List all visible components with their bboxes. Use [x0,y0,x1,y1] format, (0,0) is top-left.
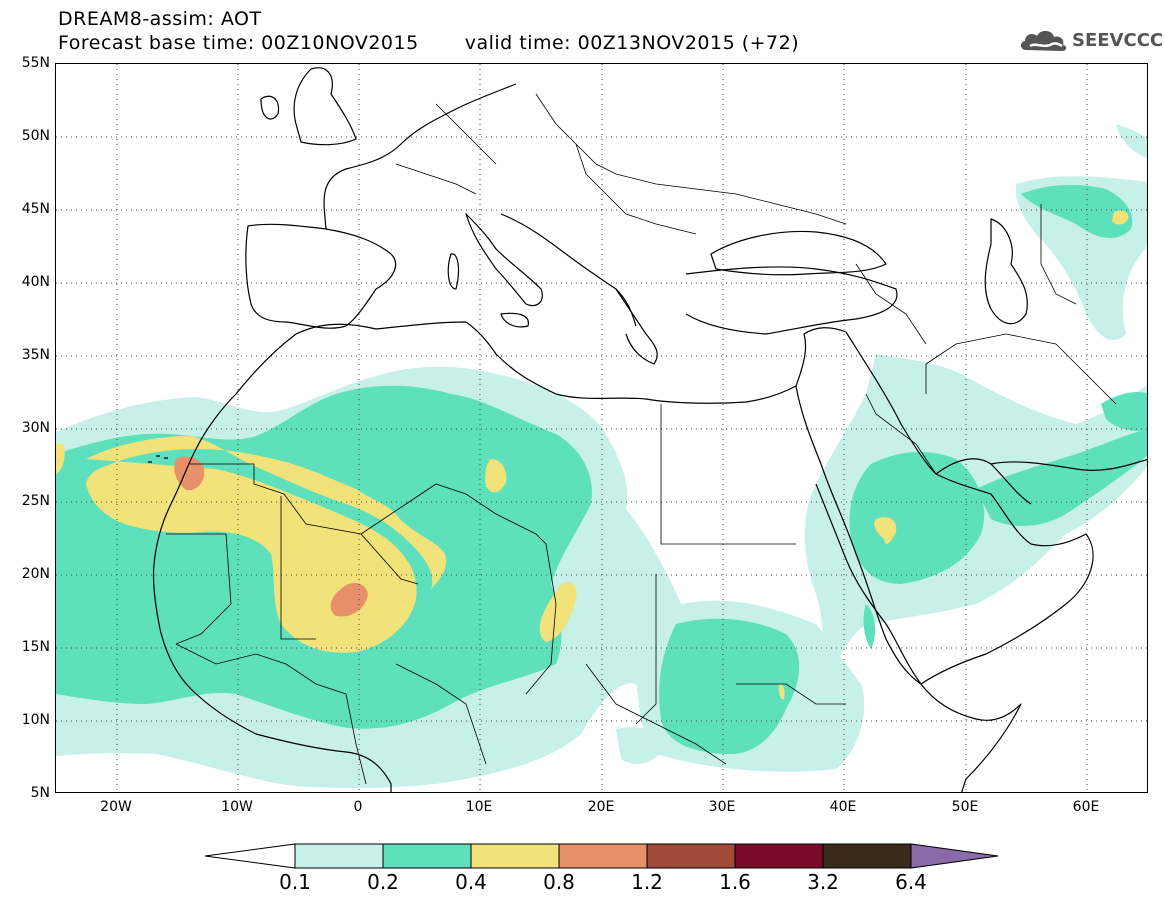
aot-level-0-8 [174,456,368,617]
lat-label-10n: 10N [21,712,50,728]
colorbar-seg-6 [734,843,824,869]
lon-label-20e: 20E [587,799,615,815]
lat-label-40n: 40N [21,274,50,290]
map-area [55,63,1148,793]
lat-label-25n: 25N [21,493,50,509]
lon-label-30e: 30E [708,799,736,815]
aot-colorbar [205,843,999,869]
colorbar-label-0-4: 0.4 [455,870,487,894]
colorbar-label-0-8: 0.8 [543,870,575,894]
logo-text: SEEVCCC [1072,30,1164,51]
cloud-logo-icon [1020,30,1067,51]
lat-label-30n: 30N [21,420,50,436]
colorbar-label-1-6: 1.6 [719,870,751,894]
map-canvas [56,64,1147,792]
lon-label-60e: 60E [1072,799,1100,815]
lon-label-50e: 50E [951,799,979,815]
lon-label-10w: 10W [221,799,253,815]
lat-label-55n: 55N [21,55,50,71]
lon-label-0: 0 [353,799,363,815]
forecast-base-time: Forecast base time: 00Z10NOV2015 [58,32,419,54]
colorbar-seg-1 [294,843,384,869]
lon-label-10e: 10E [465,799,493,815]
aot-level-0-4 [56,210,1129,700]
colorbar-seg-3 [470,843,560,869]
valid-time: valid time: 00Z13NOV2015 (+72) [464,32,800,54]
lat-label-50n: 50N [21,128,50,144]
colorbar-low-arrow [205,843,296,869]
aot-shading [56,124,1147,789]
lon-label-40e: 40E [829,799,857,815]
colorbar-label-0-2: 0.2 [367,870,399,894]
map-title: DREAM8-assim: AOT [58,8,262,30]
lat-label-35n: 35N [21,347,50,363]
lat-label-5n: 5N [30,785,50,801]
country-borders [166,93,1117,785]
colorbar-high-arrow [910,843,999,869]
lat-label-20n: 20N [21,566,50,582]
colorbar-label-6-4: 6.4 [895,870,927,894]
colorbar-label-1-2: 1.2 [631,870,663,894]
colorbar-seg-5 [646,843,736,869]
lon-label-20w: 20W [100,799,132,815]
colorbar-label-3-2: 3.2 [807,870,839,894]
colorbar-seg-4 [558,843,648,869]
colorbar-label-0-1: 0.1 [279,870,311,894]
coastlines [148,67,1147,792]
colorbar-seg-2 [382,843,472,869]
colorbar-seg-7 [822,843,912,869]
grid-lines [56,64,1147,792]
lat-label-15n: 15N [21,639,50,655]
map-subtitle: Forecast base time: 00Z10NOV2015 valid ti… [58,34,799,53]
lat-label-45n: 45N [21,201,50,217]
